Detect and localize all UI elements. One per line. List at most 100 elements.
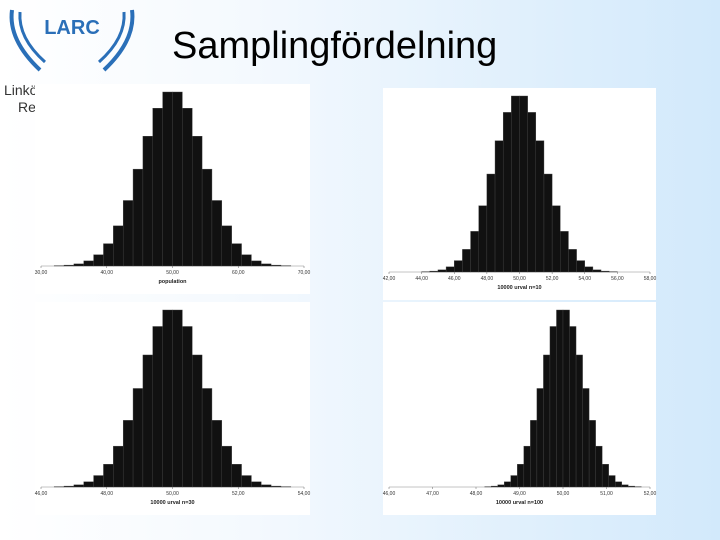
histogram-bar [478, 205, 488, 273]
x-tick-label: 52,00 [232, 491, 245, 497]
histogram-bar [251, 481, 262, 488]
logo: LARC [9, 9, 135, 72]
histogram-bar [201, 168, 213, 267]
histogram-bar [543, 354, 551, 488]
x-tick-label: 60,00 [232, 270, 245, 276]
x-tick-label: 48,00 [100, 491, 113, 497]
logo-wing [102, 9, 135, 72]
histogram-bar [113, 445, 124, 488]
histogram-bar [122, 200, 134, 267]
x-tick-label: 54,00 [578, 276, 591, 282]
histogram-bar [569, 326, 577, 488]
histogram-bar [429, 270, 439, 273]
histogram-bar [182, 326, 193, 488]
histogram-bar [231, 464, 242, 488]
histogram-bar [103, 243, 114, 267]
histogram-bar [63, 264, 75, 267]
histogram-bar [511, 95, 520, 273]
histogram-bar [510, 475, 518, 488]
histogram-bar [93, 475, 104, 488]
histogram-bar [437, 269, 447, 273]
histogram-bar [73, 484, 84, 488]
side-text: Linkö [4, 82, 38, 98]
x-tick-label: 42,00 [383, 276, 396, 282]
x-tick-label: 54,00 [298, 491, 311, 497]
x-tick-label: 58,00 [644, 276, 657, 282]
histogram-bar [502, 112, 512, 273]
histogram-bar [221, 445, 232, 488]
logo-wing [9, 9, 42, 72]
histogram-bar [172, 309, 183, 488]
histogram-bar [162, 91, 173, 267]
histogram-bar [527, 112, 537, 273]
histogram-bar [562, 309, 570, 488]
x-tick-label: 40,00 [100, 270, 113, 276]
histogram-bar [83, 260, 94, 267]
slide-title: Samplingfördelning [172, 25, 497, 67]
histogram-bar [575, 354, 583, 488]
histogram-bar [241, 254, 252, 267]
x-tick-label: 70,00 [298, 270, 311, 276]
x-axis-label: 10000 urval n=30 [150, 500, 194, 506]
histogram-bar [251, 260, 262, 267]
x-tick-label: 48,00 [481, 276, 494, 282]
x-axis-label: population [158, 279, 187, 285]
x-tick-label: 52,00 [546, 276, 559, 282]
histogram-bar [83, 481, 94, 488]
x-tick-label: 51,00 [600, 491, 613, 497]
x-tick-label: 50,00 [166, 270, 179, 276]
x-tick-label: 47,00 [426, 491, 439, 497]
logo-wing [18, 11, 46, 64]
x-tick-label: 50,00 [166, 491, 179, 497]
x-tick-label: 48,00 [470, 491, 483, 497]
histogram-bar [454, 260, 463, 273]
chart-panel: 42,00 44,00 46,00 48,00 50,00 52,00 54,00 56,00… [383, 88, 657, 300]
histogram-bar [103, 464, 114, 488]
histogram-bar [595, 445, 603, 488]
histogram-bar [211, 200, 223, 267]
x-tick-label: 49,00 [513, 491, 526, 497]
histogram-bar [142, 136, 153, 267]
histogram-bar [600, 270, 610, 273]
histogram-bar [113, 225, 124, 267]
histogram-bar [182, 108, 193, 267]
histogram-bar [530, 420, 538, 488]
histogram-bar [162, 309, 173, 488]
x-tick-label: 50,00 [513, 276, 526, 282]
histogram-bar [93, 254, 104, 267]
histogram-bar [519, 95, 528, 273]
histogram-bar [615, 481, 622, 488]
histogram-bar [504, 481, 511, 488]
histogram-bar [63, 485, 75, 488]
histogram-bar [551, 205, 561, 273]
chart-panel: 30,00 40,00 50,00 60,00 70,00 population [35, 84, 311, 294]
histogram-bar [152, 326, 163, 488]
histogram-bar [73, 263, 84, 267]
x-tick-label: 46,00 [383, 491, 396, 497]
histogram-bar [270, 264, 282, 267]
histogram-bar [261, 484, 272, 488]
histogram-bar [592, 269, 602, 273]
histogram-bar [470, 231, 479, 273]
histogram-bar [152, 108, 163, 267]
histogram-bar [582, 388, 590, 488]
x-tick-label: 50,00 [557, 491, 570, 497]
histogram-bar [241, 475, 252, 488]
histogram-bar [270, 485, 282, 488]
histogram-bar [132, 388, 144, 488]
histogram-bar [621, 484, 629, 488]
histogram-bar [608, 475, 616, 488]
x-tick-label: 46,00 [35, 491, 48, 497]
x-tick-label: 44,00 [415, 276, 428, 282]
histogram-bar [584, 266, 594, 273]
histogram-bar [588, 420, 596, 488]
histogram-bar [211, 420, 223, 488]
chart-panel: 46,00 48,00 50,00 52,00 54,00 10000 urval n=3… [35, 302, 311, 515]
histogram-bar [142, 354, 153, 488]
x-axis-label: 10000 urval n=100 [496, 500, 543, 506]
histogram-bar [172, 91, 183, 267]
histogram-bar [486, 173, 496, 273]
histogram-bar [601, 464, 609, 488]
